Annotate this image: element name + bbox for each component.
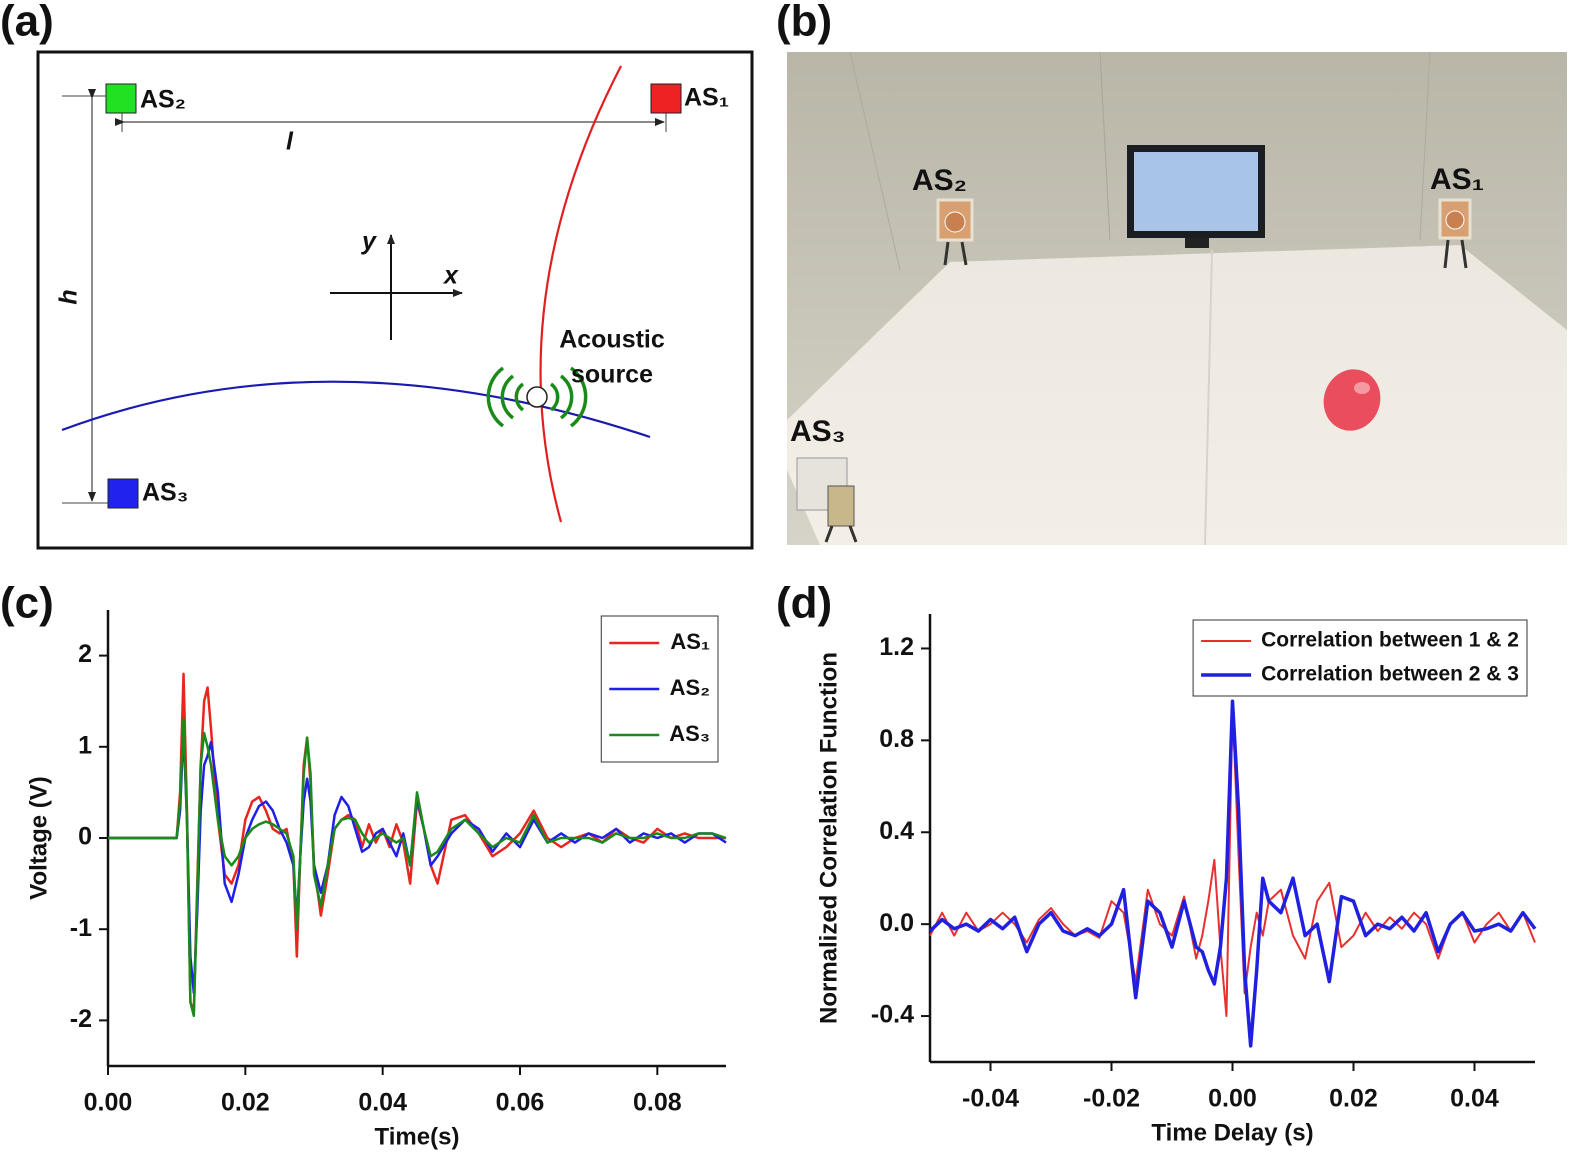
hyperbola-red — [539, 65, 622, 523]
x-tick-label: 0.08 — [633, 1089, 682, 1117]
x-tick-label: 0.02 — [221, 1089, 270, 1117]
sensor-as3 — [107, 478, 139, 509]
x-axis-label: Time Delay (s) — [1151, 1119, 1313, 1146]
chart: -0.04 -0.02 0.00 0.02 0.04 -0.4 0.0 0.4 0.8 1.2 Ti… — [815, 614, 1537, 1146]
x-tick-label: -0.02 — [1083, 1085, 1140, 1113]
x-tick-label: 0.02 — [1329, 1085, 1378, 1113]
legend-label: AS₁ — [670, 629, 710, 654]
x-axis-label: Time(s) — [375, 1123, 460, 1150]
width-label: l — [286, 128, 294, 156]
wall-seam — [1099, 51, 1111, 241]
sound-waves — [486, 366, 588, 428]
x-tick-label: -0.04 — [962, 1085, 1019, 1113]
series-line — [108, 672, 726, 1013]
legend: Correlation between 1 & 2 Correlation bet… — [1192, 619, 1528, 697]
y-axis-label: Voltage (V) — [25, 776, 52, 900]
chart: 0.00 0.02 0.04 0.06 0.08 -2 -1 0 1 2 Time(s) Voltag… — [25, 610, 727, 1150]
height-label: h — [55, 289, 83, 304]
sensor-label: AS₂ — [140, 86, 186, 114]
y-tick-label: -1 — [70, 914, 92, 942]
axis-label: x — [442, 262, 459, 290]
balloon-highlight — [1354, 382, 1370, 394]
wall-seam — [1419, 51, 1431, 241]
y-tick-label: 2 — [78, 640, 92, 668]
source-label: source — [571, 361, 653, 389]
table — [787, 245, 1567, 545]
monitor-stand — [1185, 238, 1209, 248]
sensor-as1 — [650, 83, 682, 114]
diagram: AS₂ AS₁ AS₃ l h y x Acoustic source — [36, 50, 754, 550]
x-tick-label: 0.06 — [496, 1089, 545, 1117]
y-tick-label: 0.4 — [879, 817, 914, 845]
legend-label: AS₂ — [670, 675, 710, 700]
legend-frame — [1192, 619, 1528, 697]
sensor-photo — [1438, 198, 1472, 269]
table-seam — [1204, 249, 1213, 546]
hyperbola-blue — [61, 380, 651, 439]
legend: AS₁ AS₂ AS₃ — [600, 615, 719, 763]
diagram-frame — [36, 50, 754, 550]
x-tick-label: 0.00 — [84, 1089, 133, 1117]
source-label: Acoustic — [559, 326, 665, 354]
legend-label: Correlation between 2 & 3 — [1261, 663, 1519, 686]
x-tick-label: 0.04 — [1450, 1085, 1499, 1113]
acoustic-source — [526, 386, 548, 408]
series-line — [928, 699, 1537, 1048]
sensor-as2 — [105, 83, 137, 114]
sensor-label: AS₂ — [912, 164, 967, 197]
series-line — [108, 718, 727, 1018]
panel-label: (b) — [776, 0, 832, 46]
panel-label: (d) — [776, 579, 832, 628]
y-tick-label: 0 — [78, 823, 92, 851]
panel-label: (c) — [0, 579, 54, 628]
sensor-label: AS₃ — [142, 479, 188, 507]
axis-label: y — [360, 228, 377, 256]
y-tick-label: -0.4 — [871, 1001, 914, 1029]
monitor-screen — [1134, 152, 1258, 231]
wall-seam — [849, 51, 901, 271]
sensor-label: AS₁ — [684, 84, 729, 112]
y-axis-label: Normalized Correlation Function — [815, 652, 842, 1024]
y-tick-label: -2 — [70, 1005, 92, 1033]
panel-label: (a) — [0, 0, 54, 46]
photo: AS₂ AS₁ AS₃ — [787, 51, 1567, 546]
y-tick-label: 0.0 — [879, 909, 914, 937]
y-tick-label: 1 — [78, 731, 92, 759]
x-tick-label: 0.00 — [1208, 1085, 1257, 1113]
legend-label: Correlation between 1 & 2 — [1261, 629, 1519, 652]
sensor-photo — [936, 198, 974, 266]
sensor-label: AS₃ — [790, 415, 846, 448]
sensor-label: AS₁ — [1430, 163, 1484, 196]
x-tick-label: 0.04 — [358, 1089, 407, 1117]
legend-label: AS₃ — [669, 721, 710, 746]
y-tick-label: 0.8 — [879, 725, 914, 753]
sensor-photo — [796, 457, 858, 543]
y-tick-label: 1.2 — [879, 633, 914, 661]
